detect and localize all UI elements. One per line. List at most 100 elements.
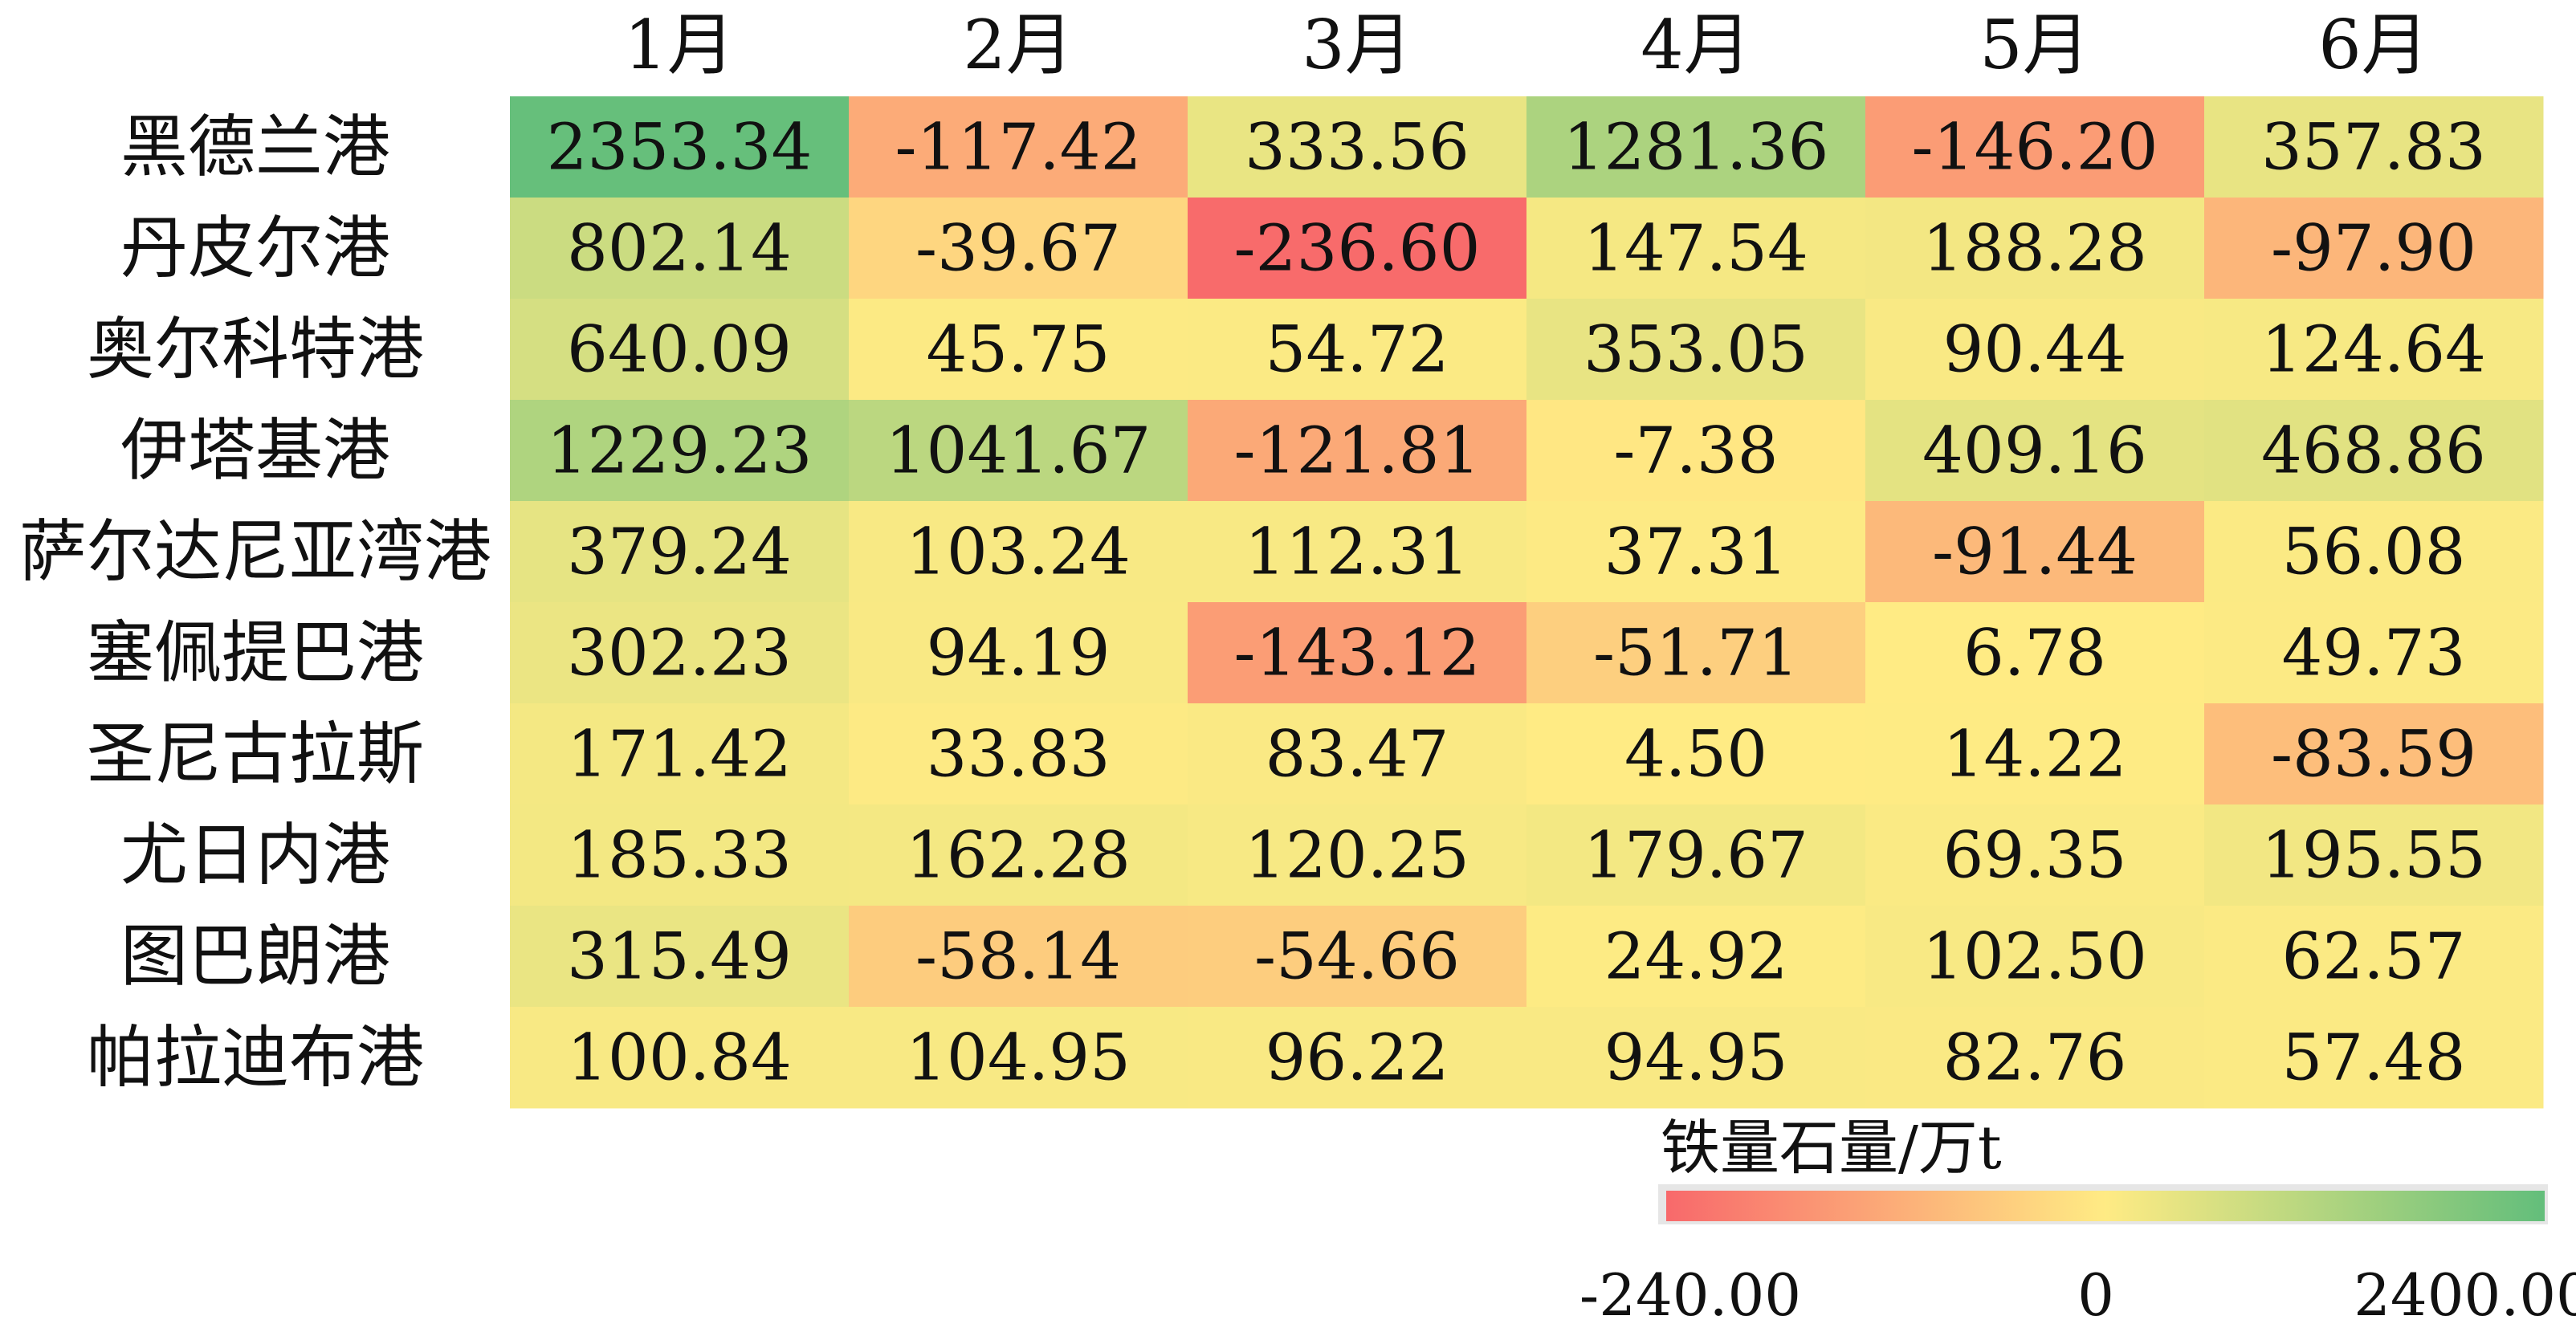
column-label: 3月 bbox=[1302, 6, 1412, 84]
cell-value-label: 315.49 bbox=[567, 919, 792, 994]
heatmap-cell bbox=[1188, 906, 1527, 1008]
cell-value-label: -121.81 bbox=[1234, 413, 1481, 488]
cell-value-label: 14.22 bbox=[1942, 717, 2126, 792]
cell-value-label: -236.60 bbox=[1234, 211, 1481, 286]
heatmap-cell bbox=[1188, 804, 1527, 906]
cell-value-label: -39.67 bbox=[915, 211, 1121, 286]
cell-value-label: -51.71 bbox=[1593, 616, 1799, 690]
heatmap-cell bbox=[510, 198, 850, 299]
heatmap-cell bbox=[1865, 501, 2205, 603]
row-label: 图巴朗港 bbox=[120, 917, 390, 996]
legend-title: 铁量石量/万t bbox=[1661, 1114, 2002, 1183]
cell-value-label: 33.83 bbox=[926, 717, 1110, 792]
heatmap-cell bbox=[1865, 198, 2205, 299]
heatmap-cell bbox=[1188, 703, 1527, 805]
heatmap-cell bbox=[510, 906, 850, 1008]
cell-value-label: 147.54 bbox=[1584, 211, 1808, 286]
heatmap-cell bbox=[2204, 299, 2544, 401]
heatmap-cell bbox=[849, 1007, 1188, 1109]
cell-value-label: 195.55 bbox=[2261, 818, 2486, 893]
heatmap-cell bbox=[1526, 602, 1866, 704]
cell-value-label: -83.59 bbox=[2271, 717, 2476, 792]
legend-tick-max: 2400.00 bbox=[2354, 1261, 2576, 1329]
heatmap-cell bbox=[849, 400, 1188, 502]
heatmap-cell bbox=[510, 703, 850, 805]
heatmap-cell bbox=[2204, 400, 2544, 502]
heatmap-cell bbox=[1526, 1007, 1866, 1109]
heatmap-cell bbox=[1865, 804, 2205, 906]
cell-value-label: 188.28 bbox=[1922, 211, 2147, 286]
heatmap-cell bbox=[1865, 299, 2205, 401]
heatmap-cell bbox=[1865, 96, 2205, 198]
heatmap-cell bbox=[1188, 1007, 1527, 1109]
cell-value-label: 69.35 bbox=[1942, 818, 2126, 893]
heatmap-cell bbox=[1526, 804, 1866, 906]
heatmap-cell bbox=[849, 198, 1188, 299]
heatmap-cell bbox=[849, 906, 1188, 1008]
cell-value-label: 802.14 bbox=[567, 211, 792, 286]
cell-value-label: 409.16 bbox=[1922, 413, 2147, 488]
cell-value-label: -117.42 bbox=[895, 110, 1142, 185]
heatmap-cell bbox=[510, 299, 850, 401]
cell-value-label: 45.75 bbox=[926, 312, 1110, 387]
heatmap-cell bbox=[510, 804, 850, 906]
cell-value-label: 94.95 bbox=[1604, 1020, 1787, 1095]
heatmap-cell bbox=[1188, 602, 1527, 704]
heatmap-cell bbox=[1526, 96, 1866, 198]
cell-value-label: 56.08 bbox=[2281, 515, 2465, 589]
heatmap-cell bbox=[1526, 703, 1866, 805]
cell-value-label: 90.44 bbox=[1942, 312, 2126, 387]
row-label: 帕拉迪布港 bbox=[87, 1018, 424, 1097]
cell-value-label: 640.09 bbox=[567, 312, 792, 387]
heatmap-cell bbox=[2204, 804, 2544, 906]
cell-value-label: 171.42 bbox=[567, 717, 792, 792]
heatmap-cell bbox=[510, 501, 850, 603]
heatmap-cell bbox=[2204, 198, 2544, 299]
cell-value-label: 185.33 bbox=[567, 818, 792, 893]
cell-value-label: 6.78 bbox=[1963, 616, 2106, 690]
heatmap-cell bbox=[1188, 198, 1527, 299]
cell-value-label: -97.90 bbox=[2271, 211, 2476, 286]
cell-value-label: 333.56 bbox=[1245, 110, 1469, 185]
heatmap-cell bbox=[1865, 906, 2205, 1008]
cell-value-label: -143.12 bbox=[1234, 616, 1481, 690]
cell-value-label: 96.22 bbox=[1265, 1020, 1449, 1095]
color-scale-legend: 铁量石量/万t -240.00 0 2400.00 bbox=[1579, 1114, 2576, 1329]
heatmap-cell bbox=[849, 501, 1188, 603]
cell-value-label: -91.44 bbox=[1932, 515, 2138, 589]
heatmap-cell bbox=[1865, 703, 2205, 805]
column-label: 2月 bbox=[963, 6, 1073, 84]
heatmap-cell bbox=[510, 602, 850, 704]
cell-value-label: 179.67 bbox=[1584, 818, 1808, 893]
heatmap-cell bbox=[1188, 96, 1527, 198]
cell-value-label: 2353.34 bbox=[547, 110, 813, 185]
cell-value-label: -54.66 bbox=[1254, 919, 1460, 994]
heatmap-cells: 2353.34 -117.42 333.56 1281.36 -146.20 357.83… bbox=[510, 96, 2544, 1109]
cell-value-label: 162.28 bbox=[906, 818, 1131, 893]
row-label: 丹皮尔港 bbox=[120, 209, 390, 287]
cell-value-label: 468.86 bbox=[2261, 413, 2486, 488]
cell-value-label: 49.73 bbox=[2281, 616, 2465, 690]
column-label: 4月 bbox=[1641, 6, 1751, 84]
heatmap-cell bbox=[2204, 703, 2544, 805]
heatmap-cell bbox=[1526, 299, 1866, 401]
cell-value-label: 57.48 bbox=[2281, 1020, 2465, 1095]
heatmap-cell bbox=[1188, 501, 1527, 603]
cell-value-label: 353.05 bbox=[1584, 312, 1808, 387]
heatmap-cell bbox=[849, 703, 1188, 805]
cell-value-label: 1041.67 bbox=[886, 413, 1151, 488]
heatmap-cell bbox=[1526, 501, 1866, 603]
heatmap-cell bbox=[1188, 400, 1527, 502]
row-labels: 黑德兰港丹皮尔港奥尔科特港伊塔基港萨尔达尼亚湾港塞佩提巴港圣尼古拉斯尤日内港图巴… bbox=[19, 108, 491, 1097]
column-label: 6月 bbox=[2318, 6, 2428, 84]
cell-value-label: 54.72 bbox=[1265, 312, 1449, 387]
heatmap-cell bbox=[1188, 299, 1527, 401]
cell-value-label: -7.38 bbox=[1613, 413, 1778, 488]
heatmap-cell bbox=[1865, 1007, 2205, 1109]
heatmap-cell bbox=[1865, 602, 2205, 704]
cell-value-label: 83.47 bbox=[1265, 717, 1449, 792]
heatmap-cell bbox=[2204, 96, 2544, 198]
heatmap-cell bbox=[1865, 400, 2205, 502]
cell-value-label: 94.19 bbox=[926, 616, 1110, 690]
legend-gradient-bar bbox=[1666, 1191, 2545, 1221]
